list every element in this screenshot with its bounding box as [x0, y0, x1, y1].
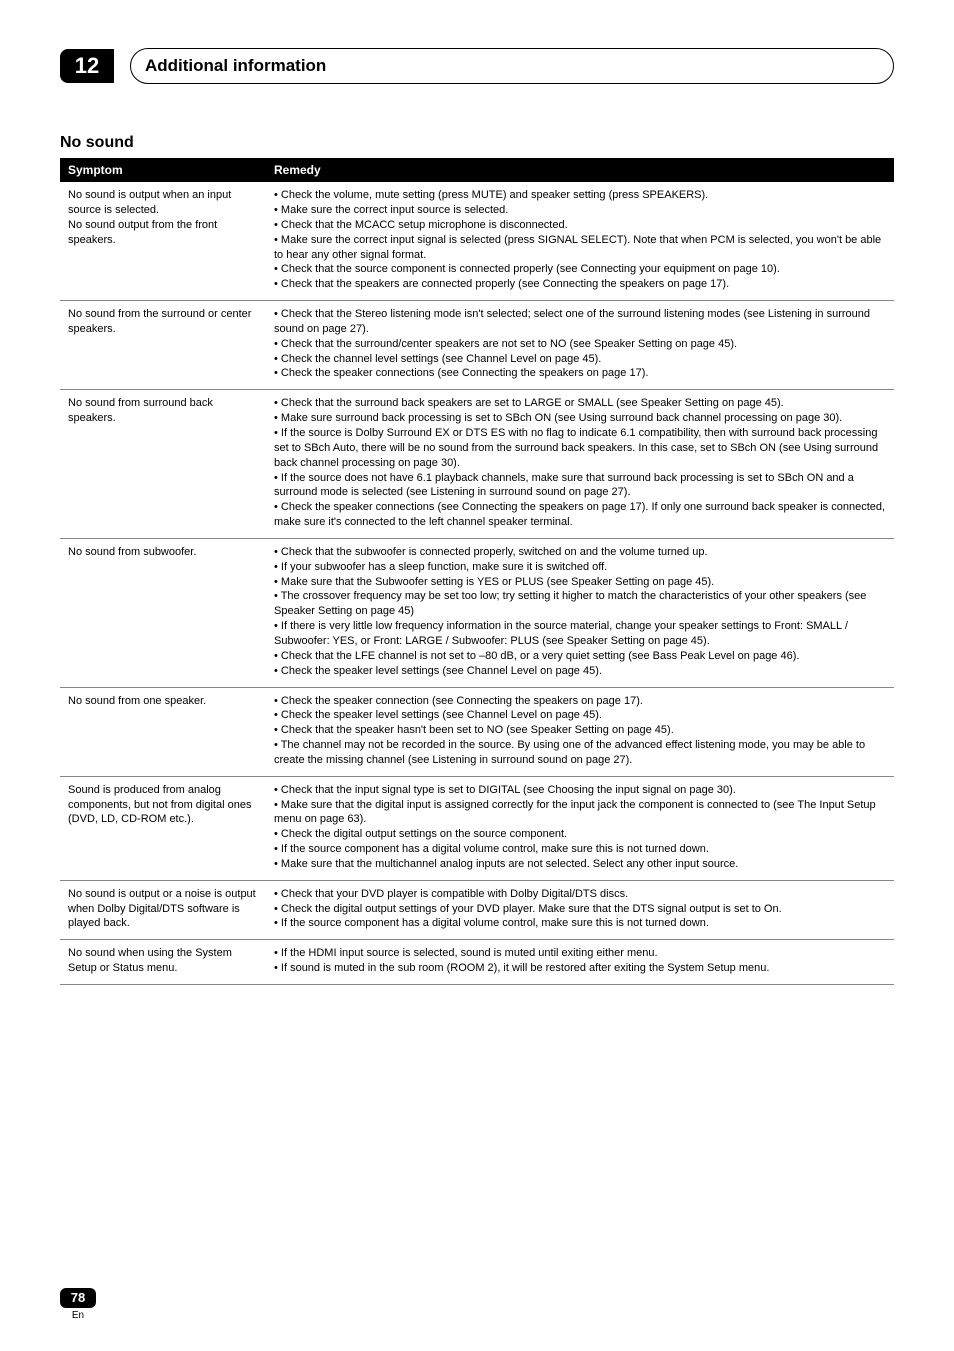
- table-row: No sound is output when an input source …: [60, 182, 894, 300]
- table-row: No sound from the surround or center spe…: [60, 301, 894, 390]
- symptom-cell: No sound from subwoofer.: [60, 538, 266, 687]
- remedy-cell: • If the HDMI input source is selected, …: [266, 940, 894, 985]
- table-row: Sound is produced from analog components…: [60, 776, 894, 880]
- table-row: No sound from subwoofer.• Check that the…: [60, 538, 894, 687]
- remedy-cell: • Check the speaker connection (see Conn…: [266, 687, 894, 776]
- symptom-cell: No sound is output or a noise is output …: [60, 880, 266, 940]
- troubleshooting-table: Symptom Remedy No sound is output when a…: [60, 158, 894, 985]
- table-row: No sound from one speaker.• Check the sp…: [60, 687, 894, 776]
- remedy-cell: • Check that the surround back speakers …: [266, 390, 894, 539]
- table-row: No sound from surround back speakers.• C…: [60, 390, 894, 539]
- remedy-cell: • Check that the Stereo listening mode i…: [266, 301, 894, 390]
- section-title: No sound: [60, 134, 894, 152]
- table-row: No sound is output or a noise is output …: [60, 880, 894, 940]
- symptom-cell: No sound when using the System Setup or …: [60, 940, 266, 985]
- symptom-cell: No sound is output when an input source …: [60, 182, 266, 300]
- chapter-number: 12: [60, 49, 114, 83]
- remedy-cell: • Check that the input signal type is se…: [266, 776, 894, 880]
- th-remedy: Remedy: [266, 158, 894, 182]
- table-row: No sound when using the System Setup or …: [60, 940, 894, 985]
- chapter-title-container: Additional information: [130, 48, 894, 84]
- remedy-cell: • Check that your DVD player is compatib…: [266, 880, 894, 940]
- symptom-cell: No sound from surround back speakers.: [60, 390, 266, 539]
- chapter-header: 12 Additional information: [60, 48, 894, 84]
- symptom-cell: No sound from one speaker.: [60, 687, 266, 776]
- remedy-cell: • Check the volume, mute setting (press …: [266, 182, 894, 300]
- th-symptom: Symptom: [60, 158, 266, 182]
- symptom-cell: No sound from the surround or center spe…: [60, 301, 266, 390]
- page-number: 78: [60, 1288, 96, 1308]
- page-footer: 78 En: [60, 1288, 96, 1321]
- chapter-title: Additional information: [145, 56, 326, 76]
- remedy-cell: • Check that the subwoofer is connected …: [266, 538, 894, 687]
- symptom-cell: Sound is produced from analog components…: [60, 776, 266, 880]
- page-lang: En: [60, 1310, 96, 1321]
